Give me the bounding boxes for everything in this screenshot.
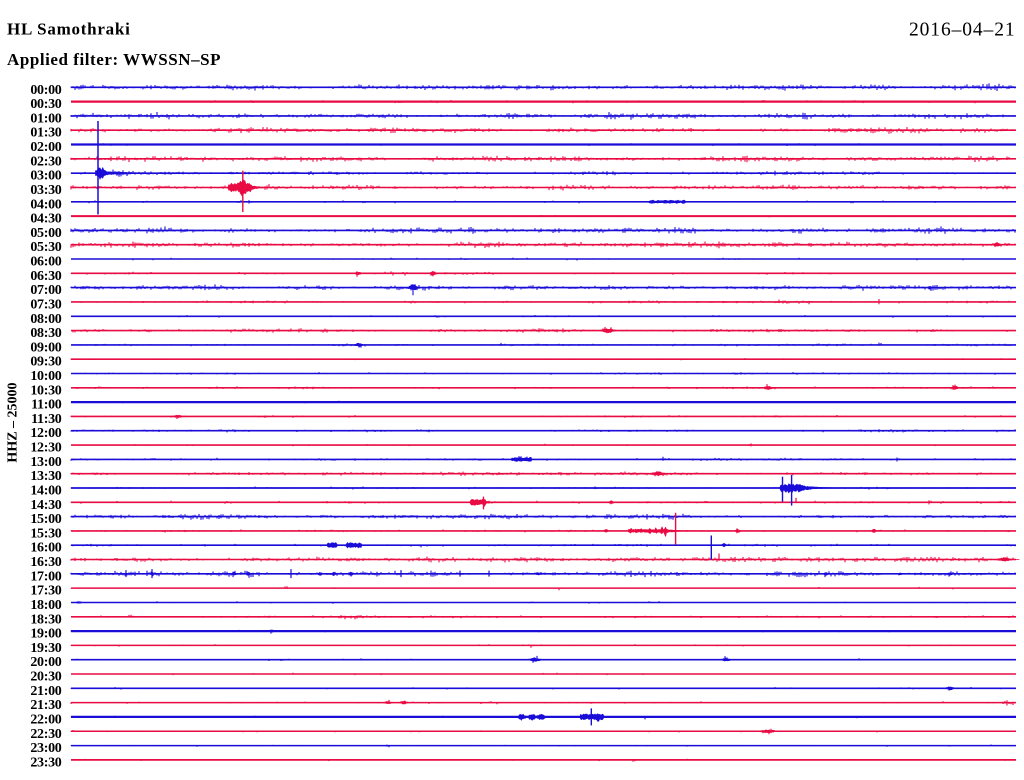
svg-text:21:30: 21:30: [30, 698, 61, 713]
svg-text:09:00: 09:00: [30, 340, 61, 355]
svg-text:07:30: 07:30: [30, 297, 61, 312]
svg-text:17:30: 17:30: [30, 584, 61, 599]
svg-text:21:00: 21:00: [30, 684, 61, 699]
svg-text:11:00: 11:00: [31, 398, 62, 413]
svg-text:09:30: 09:30: [30, 355, 61, 370]
svg-text:08:30: 08:30: [30, 326, 61, 341]
svg-text:18:00: 18:00: [30, 598, 61, 613]
svg-text:16:30: 16:30: [30, 555, 61, 570]
svg-text:17:00: 17:00: [30, 569, 61, 584]
svg-text:10:30: 10:30: [30, 383, 61, 398]
svg-text:HHZ – 25000: HHZ – 25000: [6, 382, 21, 462]
svg-text:23:30: 23:30: [30, 755, 61, 770]
svg-text:19:30: 19:30: [30, 641, 61, 656]
svg-text:23:00: 23:00: [30, 741, 61, 756]
svg-text:01:30: 01:30: [30, 126, 61, 141]
svg-text:03:00: 03:00: [30, 169, 61, 184]
svg-text:22:30: 22:30: [30, 727, 61, 742]
svg-text:06:30: 06:30: [30, 269, 61, 284]
svg-text:00:30: 00:30: [30, 97, 61, 112]
svg-text:19:00: 19:00: [30, 627, 61, 642]
svg-text:18:30: 18:30: [30, 612, 61, 627]
svg-text:01:00: 01:00: [30, 111, 61, 126]
svg-text:14:30: 14:30: [30, 498, 61, 513]
svg-text:14:00: 14:00: [30, 484, 61, 499]
svg-text:22:00: 22:00: [30, 712, 61, 727]
svg-text:06:00: 06:00: [30, 255, 61, 270]
svg-text:15:00: 15:00: [30, 512, 61, 527]
svg-text:04:30: 04:30: [30, 212, 61, 227]
svg-text:2016–04–21: 2016–04–21: [909, 19, 1016, 40]
svg-text:10:00: 10:00: [30, 369, 61, 384]
svg-text:Applied filter: WWSSN–SP: Applied filter: WWSSN–SP: [7, 50, 221, 69]
svg-text:04:00: 04:00: [30, 197, 61, 212]
svg-text:12:00: 12:00: [30, 426, 61, 441]
svg-text:00:00: 00:00: [30, 83, 61, 98]
svg-text:11:30: 11:30: [31, 412, 62, 427]
svg-text:20:30: 20:30: [30, 670, 61, 685]
svg-text:08:00: 08:00: [30, 312, 61, 327]
svg-text:02:00: 02:00: [30, 140, 61, 155]
svg-text:05:00: 05:00: [30, 226, 61, 241]
svg-text:20:00: 20:00: [30, 655, 61, 670]
svg-text:15:30: 15:30: [30, 526, 61, 541]
svg-text:HL Samothraki: HL Samothraki: [7, 20, 131, 39]
svg-text:12:30: 12:30: [30, 441, 61, 456]
svg-text:13:00: 13:00: [30, 455, 61, 470]
svg-text:07:00: 07:00: [30, 283, 61, 298]
svg-text:05:30: 05:30: [30, 240, 61, 255]
svg-text:16:00: 16:00: [30, 541, 61, 556]
svg-text:03:30: 03:30: [30, 183, 61, 198]
svg-text:02:30: 02:30: [30, 154, 61, 169]
svg-text:13:30: 13:30: [30, 469, 61, 484]
